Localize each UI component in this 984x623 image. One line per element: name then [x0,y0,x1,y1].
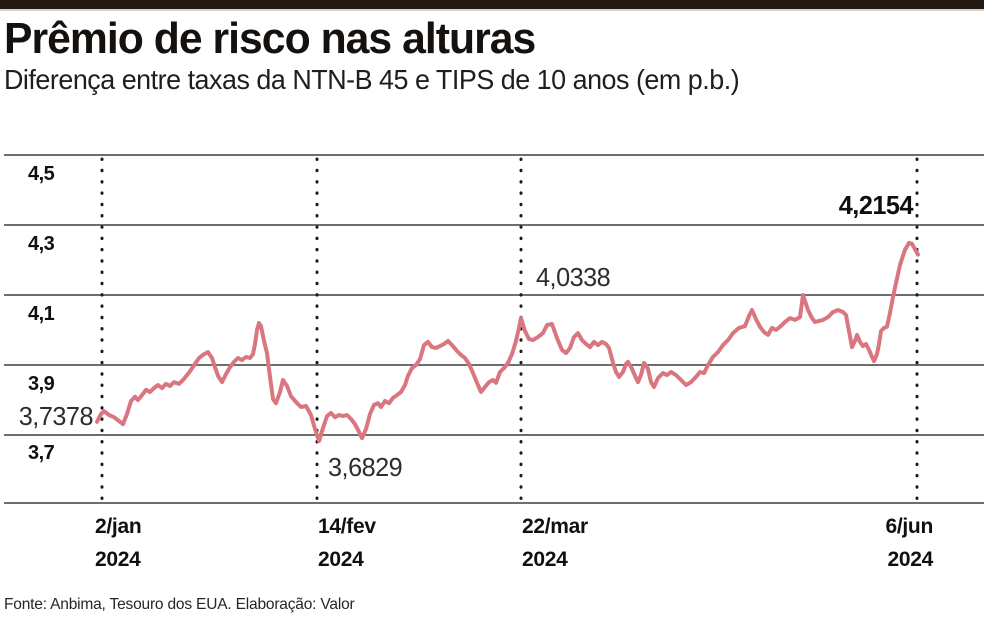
chart-subtitle: Diferença entre taxas da NTN-B 45 e TIPS… [4,64,740,95]
x-tick-year: 2024 [522,548,568,571]
dotted-date-guides [100,157,919,503]
y-tick-3-7: 3,7 [28,442,55,464]
annotation-end-value: 4,2154 [838,190,914,220]
x-tick-year: 2024 [887,548,933,571]
x-tick-date: 6/jun [885,515,933,538]
x-tick-date: 2/jan [95,515,142,538]
y-tick-4-1: 4,1 [28,303,55,325]
x-tick-6-jun: 6/jun 2024 [0,510,933,576]
y-tick-4-5: 4,5 [28,163,55,185]
horizontal-gridlines [4,154,984,504]
source-credit: Fonte: Anbima, Tesouro dos EUA. Elaboraç… [4,596,355,613]
annotation-mid-peak-value: 4,0338 [536,262,611,292]
annotation-low-value: 3,6829 [328,452,403,482]
spread-line [95,240,920,443]
x-tick-22-mar: 22/mar 2024 [522,510,588,576]
x-tick-date: 14/fev [318,515,376,538]
x-tick-14-fev: 14/fev 2024 [318,510,376,576]
y-tick-3-9: 3,9 [28,373,55,395]
annotation-start-value: 3,7378 [18,401,94,431]
x-tick-year: 2024 [95,548,141,571]
chart-title: Prêmio de risco nas alturas [4,14,536,63]
top-accent-bar [0,0,984,11]
x-tick-date: 22/mar [522,515,588,538]
x-tick-year: 2024 [318,548,364,571]
y-tick-4-3: 4,3 [28,233,55,255]
x-tick-2-jan: 2/jan 2024 [95,510,142,576]
